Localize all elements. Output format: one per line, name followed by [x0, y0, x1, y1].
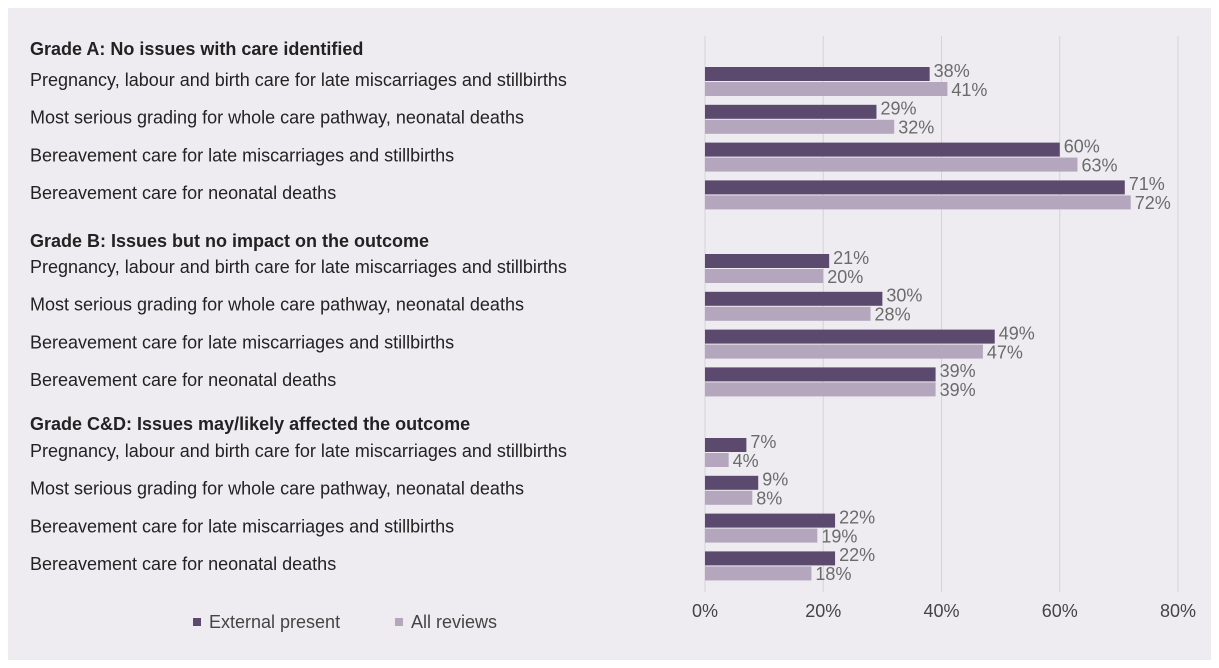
category-label: Bereavement care for late miscarriages a… [30, 145, 454, 165]
group-header: Grade C&D: Issues may/likely affected th… [30, 414, 470, 434]
bar [705, 566, 812, 581]
value-label: 32% [898, 118, 934, 138]
value-label: 30% [886, 286, 922, 306]
category-label: Pregnancy, labour and birth care for lat… [30, 257, 567, 277]
category-label: Bereavement care for neonatal deaths [30, 183, 336, 203]
category-label: Most serious grading for whole care path… [30, 108, 524, 128]
x-tick-label: 0% [692, 601, 718, 621]
value-label: 18% [815, 564, 851, 584]
legend-swatch [395, 618, 403, 626]
value-label: 60% [1064, 136, 1100, 156]
bar [705, 475, 759, 490]
bar [705, 513, 836, 528]
value-label: 41% [951, 80, 987, 100]
value-label: 28% [875, 305, 911, 325]
legend-label: External present [209, 612, 340, 632]
bar [705, 382, 936, 397]
category-label: Bereavement care for late miscarriages a… [30, 332, 454, 352]
bar [705, 195, 1131, 210]
group-header: Grade B: Issues but no impact on the out… [30, 231, 429, 251]
bar [705, 254, 830, 268]
value-label: 21% [833, 248, 869, 268]
value-label: 38% [934, 61, 970, 81]
bar [705, 157, 1078, 172]
bar [705, 291, 883, 306]
value-label: 22% [839, 507, 875, 527]
value-label: 9% [762, 470, 788, 490]
bar [705, 438, 747, 452]
category-label: Bereavement care for neonatal deaths [30, 370, 336, 390]
bar [705, 67, 930, 81]
legend-label: All reviews [411, 612, 497, 632]
value-label: 49% [999, 323, 1035, 343]
bar [705, 453, 729, 467]
value-label: 29% [880, 99, 916, 119]
chart-background [8, 8, 1211, 660]
category-label: Most serious grading for whole care path… [30, 479, 524, 499]
bar [705, 180, 1125, 195]
value-label: 8% [756, 489, 782, 509]
category-label: Most serious grading for whole care path… [30, 295, 524, 315]
value-label: 20% [827, 267, 863, 287]
value-label: 19% [821, 526, 857, 546]
x-tick-label: 80% [1160, 601, 1196, 621]
group-header: Grade A: No issues with care identified [30, 39, 363, 59]
value-label: 4% [733, 451, 759, 471]
value-label: 39% [940, 380, 976, 400]
bar [705, 119, 895, 134]
bar [705, 104, 877, 119]
bar [705, 528, 818, 543]
bar [705, 306, 871, 321]
bar [705, 269, 824, 283]
category-label: Bereavement care for neonatal deaths [30, 554, 336, 574]
bar [705, 490, 753, 505]
category-label: Bereavement care for late miscarriages a… [30, 516, 454, 536]
value-label: 72% [1135, 193, 1171, 213]
bar [705, 82, 948, 96]
x-tick-label: 40% [923, 601, 959, 621]
value-label: 63% [1081, 155, 1117, 175]
bar [705, 142, 1060, 157]
x-tick-label: 60% [1042, 601, 1078, 621]
category-label: Pregnancy, labour and birth care for lat… [30, 70, 567, 90]
bar [705, 329, 995, 344]
bar [705, 551, 836, 566]
legend-swatch [193, 618, 201, 626]
bar [705, 367, 936, 382]
category-label: Pregnancy, labour and birth care for lat… [30, 441, 567, 461]
value-label: 71% [1129, 174, 1165, 194]
bar [705, 344, 983, 359]
value-label: 47% [987, 342, 1023, 362]
value-label: 7% [750, 432, 776, 452]
value-label: 39% [940, 361, 976, 381]
x-tick-label: 20% [805, 601, 841, 621]
value-label: 22% [839, 545, 875, 565]
